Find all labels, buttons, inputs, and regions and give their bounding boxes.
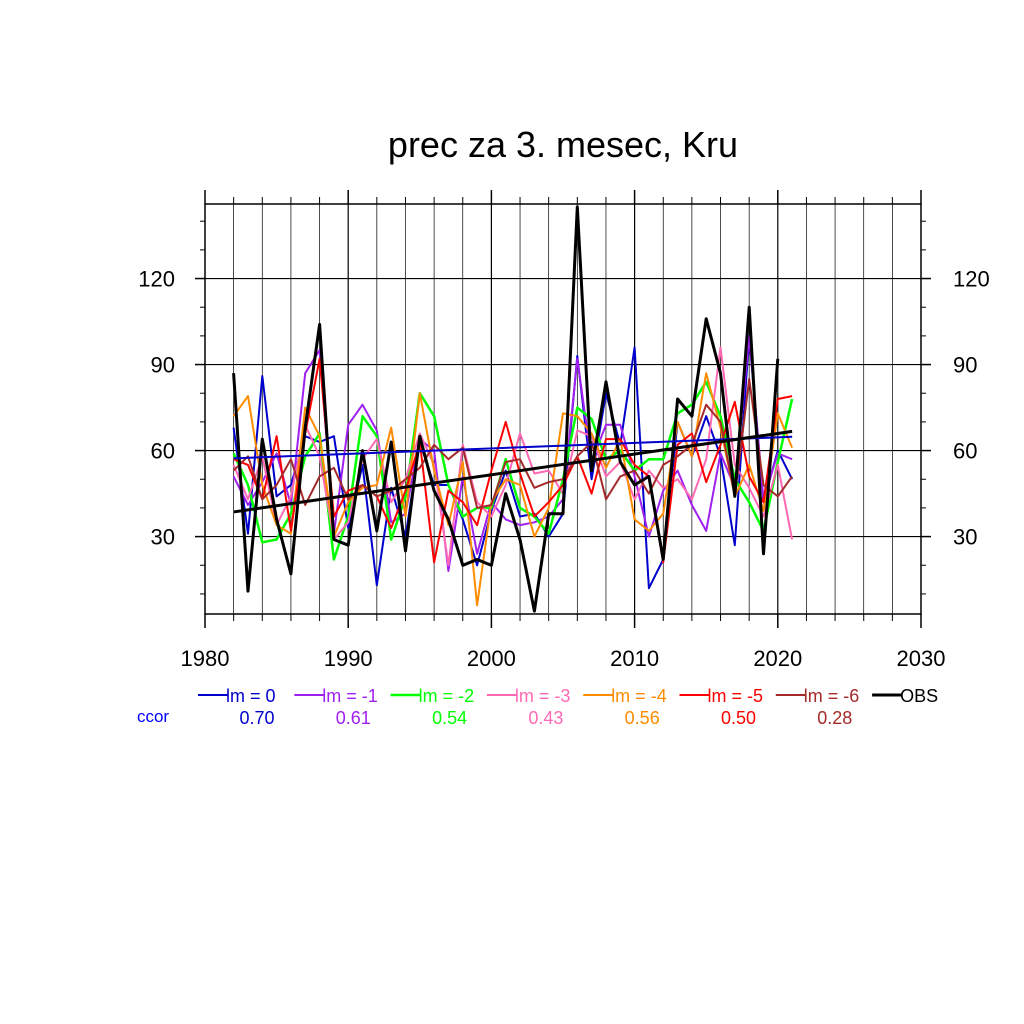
ccor-value: 0.56 (625, 708, 660, 728)
ccor-value: 0.54 (432, 708, 467, 728)
legend-label: lm = -2 (419, 686, 475, 706)
y-tick-label-left: 30 (151, 525, 175, 550)
y-tick-label-right: 90 (953, 353, 977, 378)
y-tick-label-right: 60 (953, 439, 977, 464)
x-tick-label: 2010 (610, 646, 659, 671)
x-tick-label: 2030 (897, 646, 946, 671)
x-tick-label: 2000 (467, 646, 516, 671)
series-line-lm-6 (232, 377, 793, 509)
ccor-value: 0.61 (336, 708, 371, 728)
y-tick-label-right: 30 (953, 525, 977, 550)
plot-frame (204, 203, 922, 615)
x-tick-label: 2020 (753, 646, 802, 671)
ccor-value: 0.43 (528, 708, 563, 728)
legend-label: lm = 0 (226, 686, 276, 706)
series-line-lm-4 (232, 372, 794, 607)
y-tick-label-right: 120 (953, 267, 990, 292)
ccor-value: 0.50 (721, 708, 756, 728)
legend-label: lm = -4 (611, 686, 667, 706)
x-tick-label: 1980 (181, 646, 230, 671)
legend-label: lm = -1 (322, 686, 378, 706)
trend-line-obs (233, 429, 793, 514)
y-tick-label-left: 90 (151, 353, 175, 378)
axes: 1980 1990 2000 2010 2020 2030 30 30 60 60 90 90 120 1… (138, 190, 990, 671)
ccor-value: 0.70 (239, 708, 274, 728)
legend-label: lm = -5 (708, 686, 764, 706)
legend: ccor lm = 00.70 lm = -10.61 lm = -20.54 lm … (137, 686, 938, 728)
legend-label: OBS (900, 686, 938, 706)
ccor-label: ccor (137, 707, 169, 726)
y-tick-label-left: 120 (138, 267, 175, 292)
y-tick-label-left: 60 (151, 439, 175, 464)
series-lines (232, 205, 794, 613)
legend-label: lm = -3 (515, 686, 571, 706)
x-tick-label: 1990 (324, 646, 373, 671)
series-line-obs (232, 205, 780, 613)
ccor-value: 0.28 (817, 708, 852, 728)
legend-label: lm = -6 (804, 686, 860, 706)
chart-title: prec za 3. mesec, Kru (388, 124, 738, 165)
trend-line-lm-0 (233, 435, 793, 460)
